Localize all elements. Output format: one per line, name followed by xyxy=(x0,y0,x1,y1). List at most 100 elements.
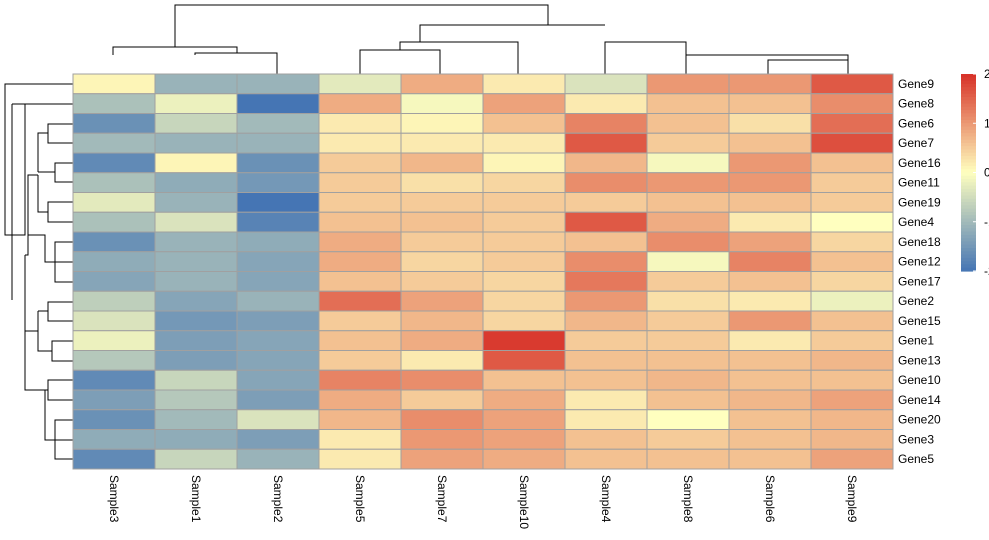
heatmap-cell xyxy=(72,152,156,174)
heatmap-cell xyxy=(400,192,484,213)
heatmap-cell xyxy=(72,172,156,193)
heatmap-cell xyxy=(400,330,484,351)
row-label: Gene13 xyxy=(898,353,941,367)
heatmap-cell xyxy=(400,113,484,134)
heatmap-cell xyxy=(564,290,648,312)
heatmap-cell xyxy=(154,310,238,332)
row-label: Gene20 xyxy=(898,413,941,427)
legend-swatch xyxy=(961,264,976,269)
heatmap-cell xyxy=(728,251,812,272)
heatmap-cell xyxy=(400,211,484,233)
heatmap-cell xyxy=(810,350,894,371)
heatmap-cell xyxy=(646,231,730,253)
row-label: Gene5 xyxy=(898,452,934,466)
heatmap-cell xyxy=(482,290,566,312)
row-label: Gene8 xyxy=(898,97,934,111)
heatmap-cell xyxy=(236,389,320,411)
row-label: Gene4 xyxy=(898,215,934,229)
heatmap-cell xyxy=(646,113,730,134)
heatmap-cell xyxy=(400,369,484,391)
heatmap-cell xyxy=(564,389,648,411)
legend-swatch xyxy=(961,238,976,243)
legend-tick-label: -1 xyxy=(984,215,989,229)
heatmap-cell xyxy=(482,132,566,154)
heatmap-cell xyxy=(728,93,812,114)
legend-swatch xyxy=(961,77,976,82)
legend-swatch xyxy=(961,149,976,154)
heatmap-cell xyxy=(482,409,566,430)
heatmap-cell xyxy=(154,389,238,411)
heatmap-cell xyxy=(154,172,238,193)
legend-swatch xyxy=(961,182,976,187)
heatmap-cell xyxy=(646,350,730,371)
heatmap-cell xyxy=(154,132,238,154)
heatmap-cell xyxy=(728,350,812,371)
legend-swatch xyxy=(961,93,976,98)
heatmap-cell xyxy=(810,211,894,233)
heatmap-cell xyxy=(154,330,238,351)
heatmap-cell xyxy=(154,448,238,470)
heatmap-cell xyxy=(154,73,238,95)
legend-swatch xyxy=(961,225,976,229)
legend-swatch xyxy=(961,211,976,216)
row-label: Gene1 xyxy=(898,334,934,348)
heatmap-cell xyxy=(236,350,320,371)
heatmap-cell xyxy=(236,448,320,470)
legend-swatch xyxy=(961,146,976,151)
heatmap-cell xyxy=(236,93,320,114)
heatmap-cell xyxy=(810,369,894,391)
heatmap-cell xyxy=(400,350,484,371)
heatmap-cell xyxy=(646,369,730,391)
heatmap-cell xyxy=(318,330,402,351)
heatmap-cell xyxy=(72,310,156,332)
heatmap-cell xyxy=(318,429,402,450)
heatmap-cell xyxy=(564,152,648,174)
heatmap-cell xyxy=(482,429,566,450)
legend-tick-label: 0 xyxy=(984,166,989,180)
row-label: Gene14 xyxy=(898,393,941,407)
heatmap-cell xyxy=(728,290,812,312)
row-label: Gene2 xyxy=(898,294,934,308)
heatmap-cell xyxy=(728,330,812,351)
legend-swatch xyxy=(961,80,976,85)
heatmap-cell xyxy=(236,429,320,450)
heatmap-cell xyxy=(400,93,484,114)
heatmap-cell xyxy=(400,429,484,450)
heatmap-cell xyxy=(72,271,156,292)
legend-swatch xyxy=(961,90,976,95)
heatmap-cell xyxy=(646,73,730,95)
heatmap-cell xyxy=(564,231,648,253)
heatmap-cell xyxy=(482,448,566,470)
legend-swatch xyxy=(961,215,976,220)
legend-swatch xyxy=(961,142,976,147)
heatmap-cell xyxy=(482,93,566,114)
heatmap-cell xyxy=(72,93,156,114)
legend-swatch xyxy=(961,156,976,160)
row-label: Gene12 xyxy=(898,255,941,269)
heatmap-cell xyxy=(810,290,894,312)
legend-swatch xyxy=(961,96,976,101)
heatmap-cell xyxy=(482,389,566,411)
heatmap-cell xyxy=(482,113,566,134)
heatmap-cell xyxy=(810,132,894,154)
legend-swatch xyxy=(961,192,976,197)
heatmap-cell xyxy=(236,271,320,292)
heatmap-cell xyxy=(318,113,402,134)
heatmap-cell xyxy=(564,93,648,114)
heatmap-cell xyxy=(154,290,238,312)
heatmap-cell xyxy=(482,310,566,332)
heatmap-cell xyxy=(318,93,402,114)
heatmap-cell xyxy=(646,172,730,193)
heatmap-cell xyxy=(72,429,156,450)
heatmap-cell xyxy=(154,369,238,391)
heatmap-cell xyxy=(564,113,648,134)
heatmap-cell xyxy=(318,73,402,95)
heatmap-cell xyxy=(564,251,648,272)
column-label: Sample4 xyxy=(599,475,613,523)
heatmap-cell xyxy=(236,192,320,213)
legend-swatch xyxy=(961,126,976,131)
heatmap-cell xyxy=(236,251,320,272)
heatmap-cell xyxy=(646,211,730,233)
heatmap-cell xyxy=(646,271,730,292)
heatmap-cell xyxy=(236,73,320,95)
